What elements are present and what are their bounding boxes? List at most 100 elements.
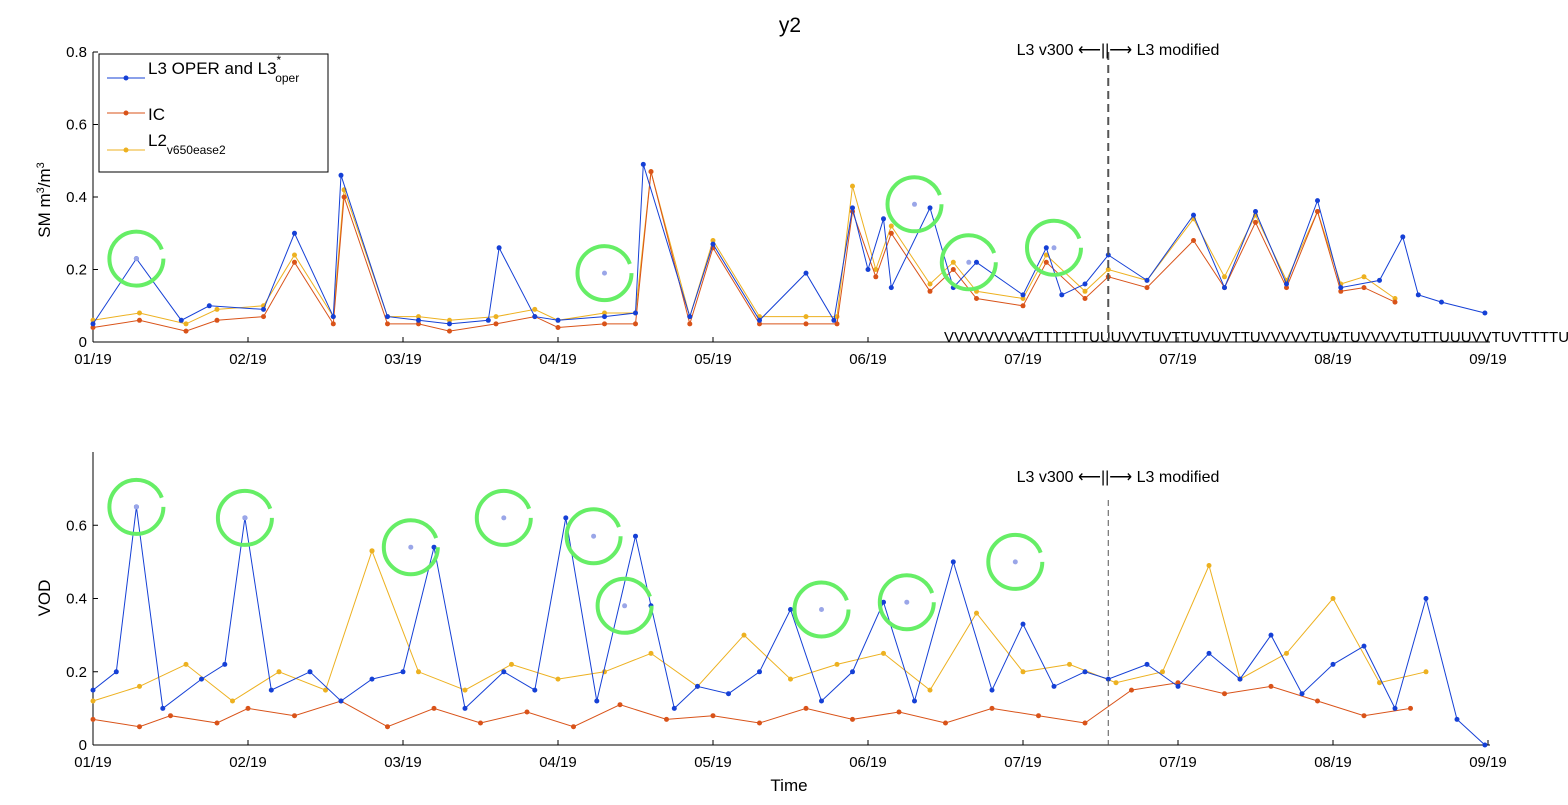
bottom-outlier-point [242,515,248,521]
bottom-data-point-ic [1129,687,1134,693]
top-version-annotation: L3 v300 ⟵||⟶ L3 modified [1017,42,1220,59]
bottom-outlier-circle [381,518,440,577]
x-axis-label: Time [770,776,807,795]
top-data-point-ic [90,325,96,330]
top-data-point-ic [1020,303,1026,309]
top-data-point-l3 [602,314,607,320]
top-outlier-circles [107,175,1083,303]
top-data-point-ic [1082,296,1088,301]
bottom-data-point-ic [1315,698,1320,704]
bottom-data-point-ic [385,724,390,730]
top-data-point-ic [214,317,220,323]
bottom-data-point-l2 [276,669,282,675]
bottom-outlier-circle [215,488,274,547]
top-x-tick-label: 07/19 [1159,351,1197,368]
bottom-data-point-l3 [695,683,700,689]
bottom-data-point-l2 [1330,596,1336,601]
bottom-data-point-ic [478,720,483,726]
bottom-data-point-l2 [1067,661,1072,667]
top-outlier-circle [885,175,944,234]
bottom-data-point-ic [850,716,855,722]
top-data-point-l2 [1043,252,1049,258]
top-data-point-l3 [261,306,266,312]
bottom-outlier-point [591,533,597,539]
bottom-data-point-l3 [1482,742,1488,748]
bottom-data-point-l3 [462,705,468,711]
top-data-point-l2 [447,317,452,323]
bottom-data-point-l3 [1330,661,1336,667]
bottom-data-point-l3 [1392,705,1398,711]
bottom-x-tick-label: 04/19 [539,754,577,771]
top-x-tick-label: 02/19 [229,351,267,368]
top-data-point-ic [1315,209,1320,214]
bottom-x-tick-label: 01/19 [74,754,112,771]
bottom-data-point-ic [90,716,96,722]
top-data-point-ic [330,321,336,327]
top-series-line-l3 [92,164,1486,325]
top-data-point-l2 [416,314,421,320]
bottom-data-point-l2 [834,661,840,667]
top-data-point-ic [873,274,879,280]
bottom-data-point-l2 [462,687,468,693]
top-data-point-ic [1392,299,1398,305]
bottom-series-group [90,504,1488,748]
bottom-y-tick-label: 0 [79,737,87,754]
top-data-point-ic [1284,285,1289,291]
top-data-point-l3 [496,245,502,251]
top-data-point-l3 [865,267,871,272]
bottom-data-point-l2 [323,687,328,693]
bottom-data-point-l2 [416,669,421,675]
bottom-y-tick-label: 0.4 [66,591,87,608]
bottom-data-point-l3 [501,669,507,675]
top-data-point-l2 [493,314,499,320]
bottom-series-line-l3 [92,506,1486,746]
bottom-data-point-ic [710,713,716,719]
top-data-point-l3 [927,205,933,211]
top-data-point-ic [757,321,762,327]
bottom-data-point-ic [943,720,948,726]
legend-l3-marker [123,75,129,81]
bottom-outlier-circle [595,576,654,635]
bottom-data-point-l3 [1361,643,1367,649]
top-y-tick-label: 0 [79,334,87,351]
top-data-point-l2 [850,183,855,189]
bottom-data-point-l3 [1268,632,1274,638]
bottom-data-point-ic [245,705,251,711]
bottom-outlier-point [904,599,910,605]
bottom-x-tick-label: 02/19 [229,754,267,771]
bottom-data-point-l3 [338,698,344,704]
top-data-point-l3 [640,161,646,167]
bottom-outlier-point [622,603,628,609]
top-data-point-l2 [137,310,142,316]
bottom-data-point-ic [1361,713,1367,719]
top-data-point-ic [1338,288,1344,294]
bottom-data-point-l3 [594,698,600,704]
bottom-data-point-l3 [850,669,855,675]
bottom-data-point-ic [431,705,437,711]
bottom-data-point-l3 [431,544,437,550]
top-outlier-circle [107,229,166,288]
top-data-point-l2 [1222,274,1227,280]
bottom-data-point-ic [664,716,669,722]
bottom-data-point-ic [292,713,297,719]
bottom-data-point-l3 [726,691,731,697]
top-data-point-l3 [1400,234,1406,240]
bottom-data-point-l3 [757,669,762,675]
top-x-tick-label: 09/19 [1469,351,1507,368]
top-data-point-ic [261,314,266,320]
top-x-tick-label: 03/19 [384,351,422,368]
figure-title: y2 [779,14,801,37]
bottom-data-point-l3 [222,661,228,667]
top-data-point-l3 [1482,310,1488,316]
bottom-data-point-l2 [741,632,747,638]
bottom-data-point-l2 [509,661,514,667]
bottom-data-point-l2 [1113,680,1119,686]
top-data-point-l3 [831,317,837,323]
bottom-x-tick-label: 07/19 [1159,754,1197,771]
bottom-data-point-ic [617,702,623,708]
bottom-data-point-l3 [307,669,313,675]
bottom-data-point-ic [1175,680,1181,686]
top-data-point-l3 [1415,292,1421,298]
bottom-data-point-l2 [90,698,96,704]
top-data-point-l3 [881,216,886,222]
